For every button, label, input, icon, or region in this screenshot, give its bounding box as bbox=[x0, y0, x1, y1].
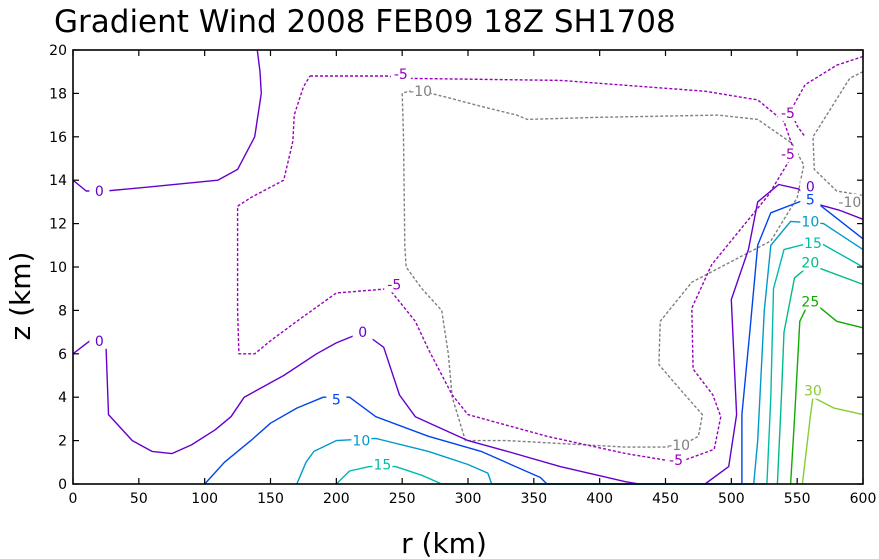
x-tick-label-9: 450 bbox=[652, 491, 679, 507]
contour-label-bg-6-0 bbox=[326, 391, 347, 408]
contour-label-7-0: 10 bbox=[352, 434, 370, 450]
contour-label-2-0: -5 bbox=[394, 67, 408, 83]
x-tick-label-11: 550 bbox=[784, 491, 811, 507]
contour-label-3-0: -5 bbox=[781, 106, 795, 122]
x-tick-label-7: 350 bbox=[520, 491, 547, 507]
contour-label-0-1: -10 bbox=[667, 438, 690, 454]
contour-line-4 bbox=[72, 49, 262, 192]
y-tick-label-6: 12 bbox=[49, 217, 67, 233]
contour-label-9-0: 20 bbox=[801, 256, 819, 272]
contour-line-0 bbox=[401, 90, 805, 448]
contour-line-6 bbox=[204, 196, 864, 485]
contour-label-bg-0-0 bbox=[410, 83, 431, 100]
x-tick-label-2: 100 bbox=[191, 491, 218, 507]
contour-label-5-2: 0 bbox=[806, 180, 815, 196]
plot-area: -10-10-10-5-5-5-5-5000055101015152025300… bbox=[49, 43, 876, 507]
x-tick-label-6: 300 bbox=[455, 491, 482, 507]
contour-line-7 bbox=[296, 220, 864, 485]
contour-line-2 bbox=[236, 75, 796, 463]
contour-label-bg-3-0 bbox=[777, 104, 798, 121]
y-tick-label-4: 8 bbox=[58, 303, 67, 319]
contour-label-2-1: -5 bbox=[387, 277, 401, 293]
y-tick-label-3: 6 bbox=[58, 347, 67, 363]
x-tick-label-5: 250 bbox=[389, 491, 416, 507]
contour-label-0-0: -10 bbox=[409, 84, 432, 100]
contour-label-bg-1-0 bbox=[839, 193, 860, 210]
y-tick-label-0: 0 bbox=[58, 477, 67, 493]
y-tick-label-1: 2 bbox=[58, 434, 67, 450]
y-tick-label-5: 10 bbox=[49, 260, 67, 276]
x-tick-label-1: 50 bbox=[130, 491, 148, 507]
x-tick-label-3: 150 bbox=[257, 491, 284, 507]
contour-label-11-0: 30 bbox=[804, 384, 822, 400]
y-tick-label-2: 4 bbox=[58, 390, 67, 406]
y-tick-label-9: 18 bbox=[49, 86, 67, 102]
x-tick-label-0: 0 bbox=[69, 491, 78, 507]
y-tick-label-8: 16 bbox=[49, 130, 67, 146]
contour-label-7-1: 10 bbox=[801, 214, 819, 230]
plot-frame bbox=[72, 49, 864, 485]
contour-label-bg-2-2 bbox=[666, 452, 687, 469]
x-axis-label: r (km) bbox=[401, 527, 487, 559]
contour-label-bg-8-0 bbox=[372, 456, 393, 473]
contour-label-bg-8-1 bbox=[802, 235, 823, 252]
contour-label-bg-7-0 bbox=[351, 432, 372, 449]
contour-line-5 bbox=[72, 183, 864, 485]
y-tick-label-10: 20 bbox=[49, 43, 67, 59]
contour-line-10 bbox=[789, 298, 864, 485]
contour-label-2-2: -5 bbox=[669, 453, 683, 469]
y-axis-label: z (km) bbox=[4, 252, 37, 341]
contour-label-6-0: 5 bbox=[332, 392, 341, 408]
x-tick-label-10: 500 bbox=[718, 491, 745, 507]
contour-label-bg-2-1 bbox=[384, 276, 405, 293]
y-tick-label-7: 14 bbox=[49, 173, 67, 189]
contour-label-bg-5-0 bbox=[89, 332, 110, 349]
contour-label-bg-0-1 bbox=[668, 436, 689, 453]
contour-label-bg-6-1 bbox=[800, 191, 821, 208]
contour-line-3 bbox=[789, 55, 864, 138]
contour-label-10-0: 25 bbox=[801, 295, 819, 311]
contour-label-8-1: 15 bbox=[804, 236, 822, 252]
contour-label-2-3: -5 bbox=[781, 147, 795, 163]
contour-label-bg-5-2 bbox=[800, 178, 821, 195]
contour-label-5-0: 0 bbox=[95, 334, 104, 350]
contour-label-4-0: 0 bbox=[95, 184, 104, 200]
contour-label-bg-7-1 bbox=[800, 213, 821, 230]
contour-label-bg-9-0 bbox=[800, 254, 821, 271]
contour-label-1-0: -10 bbox=[838, 195, 861, 211]
contour-label-bg-2-3 bbox=[777, 146, 798, 163]
contour-label-6-1: 5 bbox=[806, 193, 815, 209]
contour-line-11 bbox=[801, 396, 864, 485]
contour-label-bg-2-0 bbox=[390, 65, 411, 82]
contour-label-bg-10-0 bbox=[800, 293, 821, 310]
chart-title: Gradient Wind 2008 FEB09 18Z SH1708 bbox=[54, 4, 676, 40]
contour-label-5-1: 0 bbox=[358, 325, 367, 341]
contour-label-8-0: 15 bbox=[374, 457, 392, 473]
contour-label-bg-4-0 bbox=[89, 183, 110, 200]
x-tick-label-12: 600 bbox=[850, 491, 877, 507]
x-tick-label-8: 400 bbox=[586, 491, 613, 507]
contour-line-1 bbox=[812, 71, 864, 197]
x-tick-label-4: 200 bbox=[323, 491, 350, 507]
contour-label-bg-11-0 bbox=[802, 382, 823, 399]
contour-label-bg-5-1 bbox=[352, 324, 373, 341]
